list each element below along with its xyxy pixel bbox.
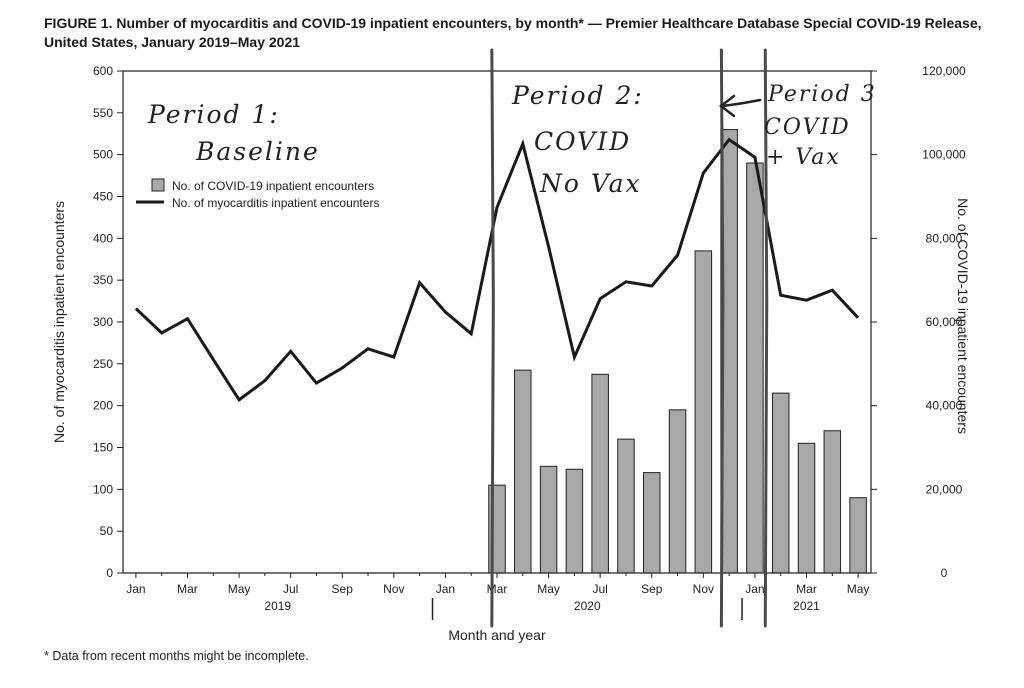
figure-title: FIGURE 1. Number of myocarditis and COVI…: [44, 15, 982, 50]
right-y-tick-label: 60,000: [926, 315, 963, 329]
left-y-tick-label: 450: [93, 190, 113, 204]
right-y-tick-label: 120,000: [922, 64, 966, 78]
x-tick-label: Nov: [383, 582, 404, 596]
left-y-tick-label: 550: [93, 106, 113, 120]
legend-bar-swatch: [151, 178, 165, 192]
covid-bar: [849, 497, 867, 574]
x-axis-title: Month and year: [448, 627, 546, 643]
x-tick-label: May: [847, 582, 870, 596]
year-label: 2021: [793, 599, 820, 613]
covid-bar: [617, 438, 635, 574]
x-tick-label: Jan: [745, 582, 764, 596]
x-tick-label: Sep: [641, 582, 663, 596]
left-y-tick-label: 300: [93, 315, 113, 329]
x-tick-label: May: [228, 582, 251, 596]
chart-legend: No. of COVID-19 inpatient encounters No.…: [136, 178, 379, 210]
period-markers: [490, 48, 769, 628]
left-y-tick-label: 0: [106, 566, 113, 580]
period-marker-line: [490, 48, 495, 628]
right-y-tick-label: 0: [941, 566, 948, 580]
x-tick-label: Mar: [177, 582, 198, 596]
left-y-tick-label: 350: [93, 273, 113, 287]
left-y-tick-label: 400: [93, 231, 113, 245]
period1-line2: Baseline: [195, 137, 320, 166]
period2-line1: Period 2:: [511, 81, 644, 110]
myocarditis-line: [134, 137, 860, 402]
covid-bar: [565, 468, 584, 574]
right-y-tick-label: 100,000: [922, 148, 966, 162]
covid-bar: [797, 442, 816, 574]
period2-line2: COVID: [534, 127, 631, 156]
period3-line1: Period 3: [767, 82, 877, 107]
legend-line-label: No. of myocarditis inpatient encounters: [172, 196, 379, 210]
x-tick-label: Nov: [693, 582, 714, 596]
left-y-tick-label: 50: [100, 524, 114, 538]
right-y-axis-title: No. of COVID-19 inpatient encounters: [955, 198, 971, 434]
x-tick-label: Jan: [126, 582, 145, 596]
handwritten-annotations: Period 1: Baseline Period 2: COVID No Va…: [147, 81, 877, 198]
covid-bar: [771, 392, 790, 574]
covid-bar: [643, 472, 661, 574]
period3-line2: COVID: [764, 115, 851, 140]
year-label: 2019: [264, 599, 291, 613]
covid-bar: [823, 430, 842, 574]
left-y-tick-label: 500: [93, 148, 113, 162]
left-y-axis-title: No. of myocarditis inpatient encounters: [51, 201, 67, 443]
left-y-tick-label: 200: [93, 399, 113, 413]
year-label: 2020: [574, 599, 601, 613]
x-tick-label: Mar: [796, 582, 817, 596]
left-y-tick-label: 250: [93, 357, 113, 371]
x-tick-label: Sep: [332, 582, 354, 596]
chart-axes: 0 50 100 150 200 250 300 350 400 450 500 550 600 0 20,…: [51, 64, 971, 643]
x-tick-label: Jul: [593, 582, 608, 596]
covid-bar: [746, 162, 764, 574]
period2-line3: No Vax: [539, 169, 642, 198]
left-y-tick-label: 600: [93, 64, 113, 78]
left-y-tick-label: 150: [93, 441, 113, 455]
period-marker-line: [719, 48, 725, 628]
period3-arrow-icon: [718, 94, 762, 118]
left-y-tick-label: 100: [93, 482, 113, 496]
right-y-tick-label: 40,000: [926, 399, 963, 413]
x-tick-label: Mar: [487, 582, 508, 596]
footnote: * Data from recent months might be incom…: [44, 649, 309, 663]
covid-bar: [668, 409, 687, 574]
covid-bar: [514, 369, 532, 574]
covid-bar: [694, 250, 713, 574]
x-tick-label: May: [537, 582, 560, 596]
period-marker-line: [763, 48, 769, 628]
right-y-tick-label: 20,000: [926, 482, 963, 496]
covid-bar: [591, 373, 609, 574]
myocarditis-line-layer: [134, 137, 860, 402]
x-tick-label: Jul: [283, 582, 298, 596]
period3-line3: + Vax: [766, 145, 841, 170]
right-y-tick-label: 80,000: [926, 231, 963, 245]
covid-bars: [488, 129, 867, 574]
period1-line1: Period 1:: [147, 100, 280, 129]
legend-bar-label: No. of COVID-19 inpatient encounters: [172, 179, 374, 193]
covid-bar: [539, 465, 558, 574]
x-tick-label: Jan: [436, 582, 455, 596]
